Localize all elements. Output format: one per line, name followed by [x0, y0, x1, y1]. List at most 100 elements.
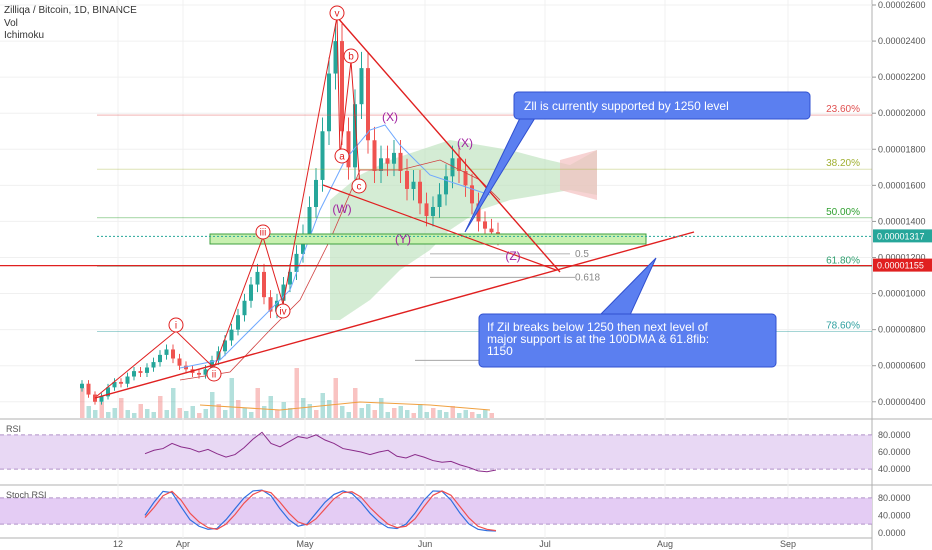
candle-body [457, 158, 461, 171]
candle-body [93, 394, 97, 402]
time-tick-label: May [296, 539, 314, 549]
volume-bar [340, 406, 345, 418]
volume-bar [86, 406, 91, 418]
candle-body [320, 131, 325, 180]
wave-label-red: i [175, 321, 177, 332]
candle-body [450, 158, 455, 177]
candle-body [80, 383, 84, 389]
volume-bar [411, 413, 416, 418]
price-tick-label: 0.00001000 [878, 289, 926, 299]
candle-body [184, 365, 188, 370]
candle-body [405, 170, 409, 189]
wave-label-circle [168, 317, 184, 333]
candle-body [333, 41, 338, 74]
volume-bar [145, 409, 150, 418]
price-label-text: 0.00001317 [877, 231, 925, 241]
candle-body [314, 179, 318, 207]
volume-bar [379, 398, 384, 418]
fib-level-label: 23.60% [826, 104, 860, 115]
candle-body [119, 381, 123, 384]
chart-title: Zilliqa / Bitcoin, 1D, BINANCE [4, 5, 137, 16]
wave-label-circle [255, 224, 271, 240]
candle-body [398, 152, 403, 171]
wave-label-circle [329, 5, 345, 21]
candle-body [431, 206, 435, 217]
ma-line-red [179, 159, 501, 381]
falling-resistance-trendline [336, 16, 561, 273]
volume-indicator-label[interactable]: Vol [4, 18, 18, 29]
wave-label-circle [275, 303, 291, 319]
volume-bar [158, 396, 163, 418]
volume-bar [106, 412, 111, 418]
fib-level-label: 50.00% [826, 207, 860, 218]
candle-body [210, 360, 214, 370]
volume-bar [450, 406, 455, 418]
candle-body [392, 152, 396, 164]
candle-body [99, 396, 104, 402]
callout-text-line: 1150 [487, 344, 513, 358]
candle-body [418, 181, 422, 204]
stoch-tick-label: 80.0000 [878, 493, 911, 503]
volume-bar [333, 378, 338, 418]
candle-body [151, 362, 156, 368]
volume-bar [489, 413, 494, 418]
candle-body [372, 140, 377, 171]
volume-bar [236, 400, 241, 418]
candle-body [359, 68, 364, 105]
stoch-pane-label: Stoch RSI [6, 490, 47, 500]
volume-bar [353, 388, 358, 418]
cloud-area-red [560, 150, 597, 200]
price-tick-label: 0.00000800 [878, 325, 926, 335]
callout-box [513, 91, 811, 120]
volume-bar [470, 412, 475, 418]
candle-body [444, 176, 448, 195]
wave-label-circle [343, 48, 359, 64]
fib-level-label: 78.60% [826, 320, 860, 331]
callout-box [478, 313, 777, 368]
volume-bar [177, 408, 182, 418]
volume-bar [197, 413, 202, 418]
candle-body [112, 381, 117, 388]
rsi-line [144, 431, 497, 473]
price-tick-label: 0.00002600 [878, 0, 926, 10]
candle-body [242, 300, 247, 316]
volume-bar [80, 388, 85, 418]
callout-text: Zll is currently supported by 1250 level [524, 99, 729, 113]
volume-bar [476, 414, 481, 418]
volume-bar [307, 404, 312, 418]
stoch-band [0, 497, 872, 525]
candle-body [164, 349, 169, 355]
volume-bar [418, 404, 423, 418]
wave-label-circle [334, 148, 350, 164]
candle-body [340, 41, 344, 132]
candle-body [366, 68, 370, 141]
volume-bar [255, 388, 260, 418]
wave-label-red: b [348, 52, 354, 63]
price-tick-label: 0.00001800 [878, 144, 926, 154]
rsi-band [0, 434, 872, 470]
rsi-tick-label: 40.0000 [878, 464, 911, 474]
ichimoku-cloud [330, 140, 597, 320]
price-label-text: 0.00001155 [877, 261, 924, 271]
cloud-area [330, 140, 597, 320]
candle-body [223, 340, 227, 352]
candle-body [307, 206, 312, 235]
rsi-tick-label: 60.0000 [878, 447, 911, 457]
volume-bar [314, 410, 319, 418]
candle-body [158, 354, 162, 363]
candle-body [262, 271, 266, 298]
volume-bar [190, 406, 195, 418]
wave-label-red: iii [260, 228, 267, 239]
price-tick-label: 0.00001600 [878, 180, 926, 190]
price-tick-label: 0.00002200 [878, 72, 926, 82]
wave-label-purple: (W) [332, 202, 351, 216]
support-zone-box [209, 233, 647, 245]
volume-bar [268, 396, 273, 418]
indicator-bands [0, 431, 872, 532]
volume-bar [164, 410, 169, 418]
volume-bar [366, 404, 371, 418]
ichimoku-indicator-label[interactable]: Ichimoku [4, 30, 45, 41]
inner-fib-label: 0.5 [575, 249, 589, 260]
